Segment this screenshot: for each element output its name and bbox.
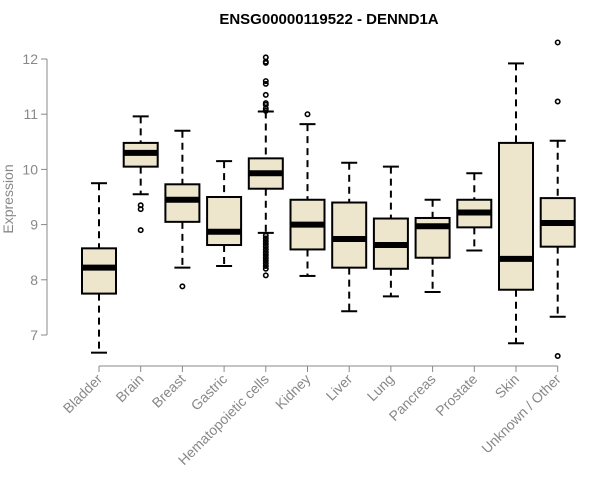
y-axis-label: Expression: [0, 164, 16, 233]
outlier-point: [262, 91, 269, 98]
y-tick-label: 12: [22, 51, 38, 67]
outlier-point: [554, 39, 561, 46]
outlier-point: [262, 107, 269, 114]
outlier-point: [262, 265, 269, 272]
outlier-point: [262, 243, 269, 250]
boxes-layer: [81, 39, 576, 359]
outlier-point: [262, 240, 269, 247]
outlier-point: [137, 206, 144, 213]
outlier-point: [179, 283, 186, 290]
outlier-point: [262, 251, 269, 258]
box-group: [539, 39, 576, 359]
outlier-point: [262, 257, 269, 264]
y-tick-label: 11: [23, 106, 38, 122]
outlier-point: [262, 238, 269, 245]
outlier-point: [262, 246, 269, 253]
box-group: [414, 198, 451, 293]
outlier-point: [262, 272, 269, 279]
y-tick-label: 10: [22, 161, 38, 177]
x-tick-label: Skin: [492, 371, 523, 402]
x-tick-label: Breast: [149, 371, 189, 411]
x-tick-label: Liver: [323, 371, 356, 404]
outlier-point: [262, 249, 269, 256]
x-tick-label: Lung: [364, 371, 397, 404]
outlier-point: [262, 262, 269, 269]
y-axis: 7 8 9 10 11 12: [22, 51, 48, 343]
box-group: [372, 165, 409, 298]
x-tick-label: Kidney: [272, 371, 314, 413]
box-group: [247, 54, 284, 279]
outlier-point: [304, 111, 311, 118]
outlier-point: [262, 59, 269, 66]
x-tick-label: Unknown / Other: [478, 371, 564, 457]
box-group: [498, 62, 534, 345]
outlier-point: [554, 352, 561, 359]
box-iqr: [498, 141, 534, 291]
x-tick-label: Bladder: [60, 371, 106, 417]
box-group: [456, 172, 493, 252]
chart-title: ENSG00000119522 - DENND1A: [219, 11, 438, 28]
outlier-point: [262, 254, 269, 261]
outlier-point: [262, 80, 269, 87]
box-group: [164, 129, 201, 290]
outlier-point: [262, 232, 269, 239]
box-group: [122, 115, 159, 234]
box-iqr: [206, 196, 243, 247]
box-group: [81, 182, 117, 354]
x-tick-label: Prostate: [432, 371, 480, 419]
y-tick-label: 8: [30, 272, 38, 288]
outlier-point: [262, 235, 269, 242]
outlier-point: [262, 105, 269, 112]
box-group: [289, 111, 326, 277]
outlier-point: [262, 260, 269, 267]
box-iqr: [331, 201, 368, 269]
box-group: [206, 160, 243, 267]
outlier-point: [554, 98, 561, 105]
x-tick-label: Brain: [112, 371, 146, 405]
y-tick-label: 7: [30, 327, 38, 343]
box-iqr: [164, 183, 201, 223]
box-iqr: [81, 247, 117, 295]
box-group: [331, 161, 368, 313]
outlier-point: [137, 227, 144, 234]
y-tick-label: 9: [30, 217, 38, 233]
outlier-point: [262, 78, 269, 85]
